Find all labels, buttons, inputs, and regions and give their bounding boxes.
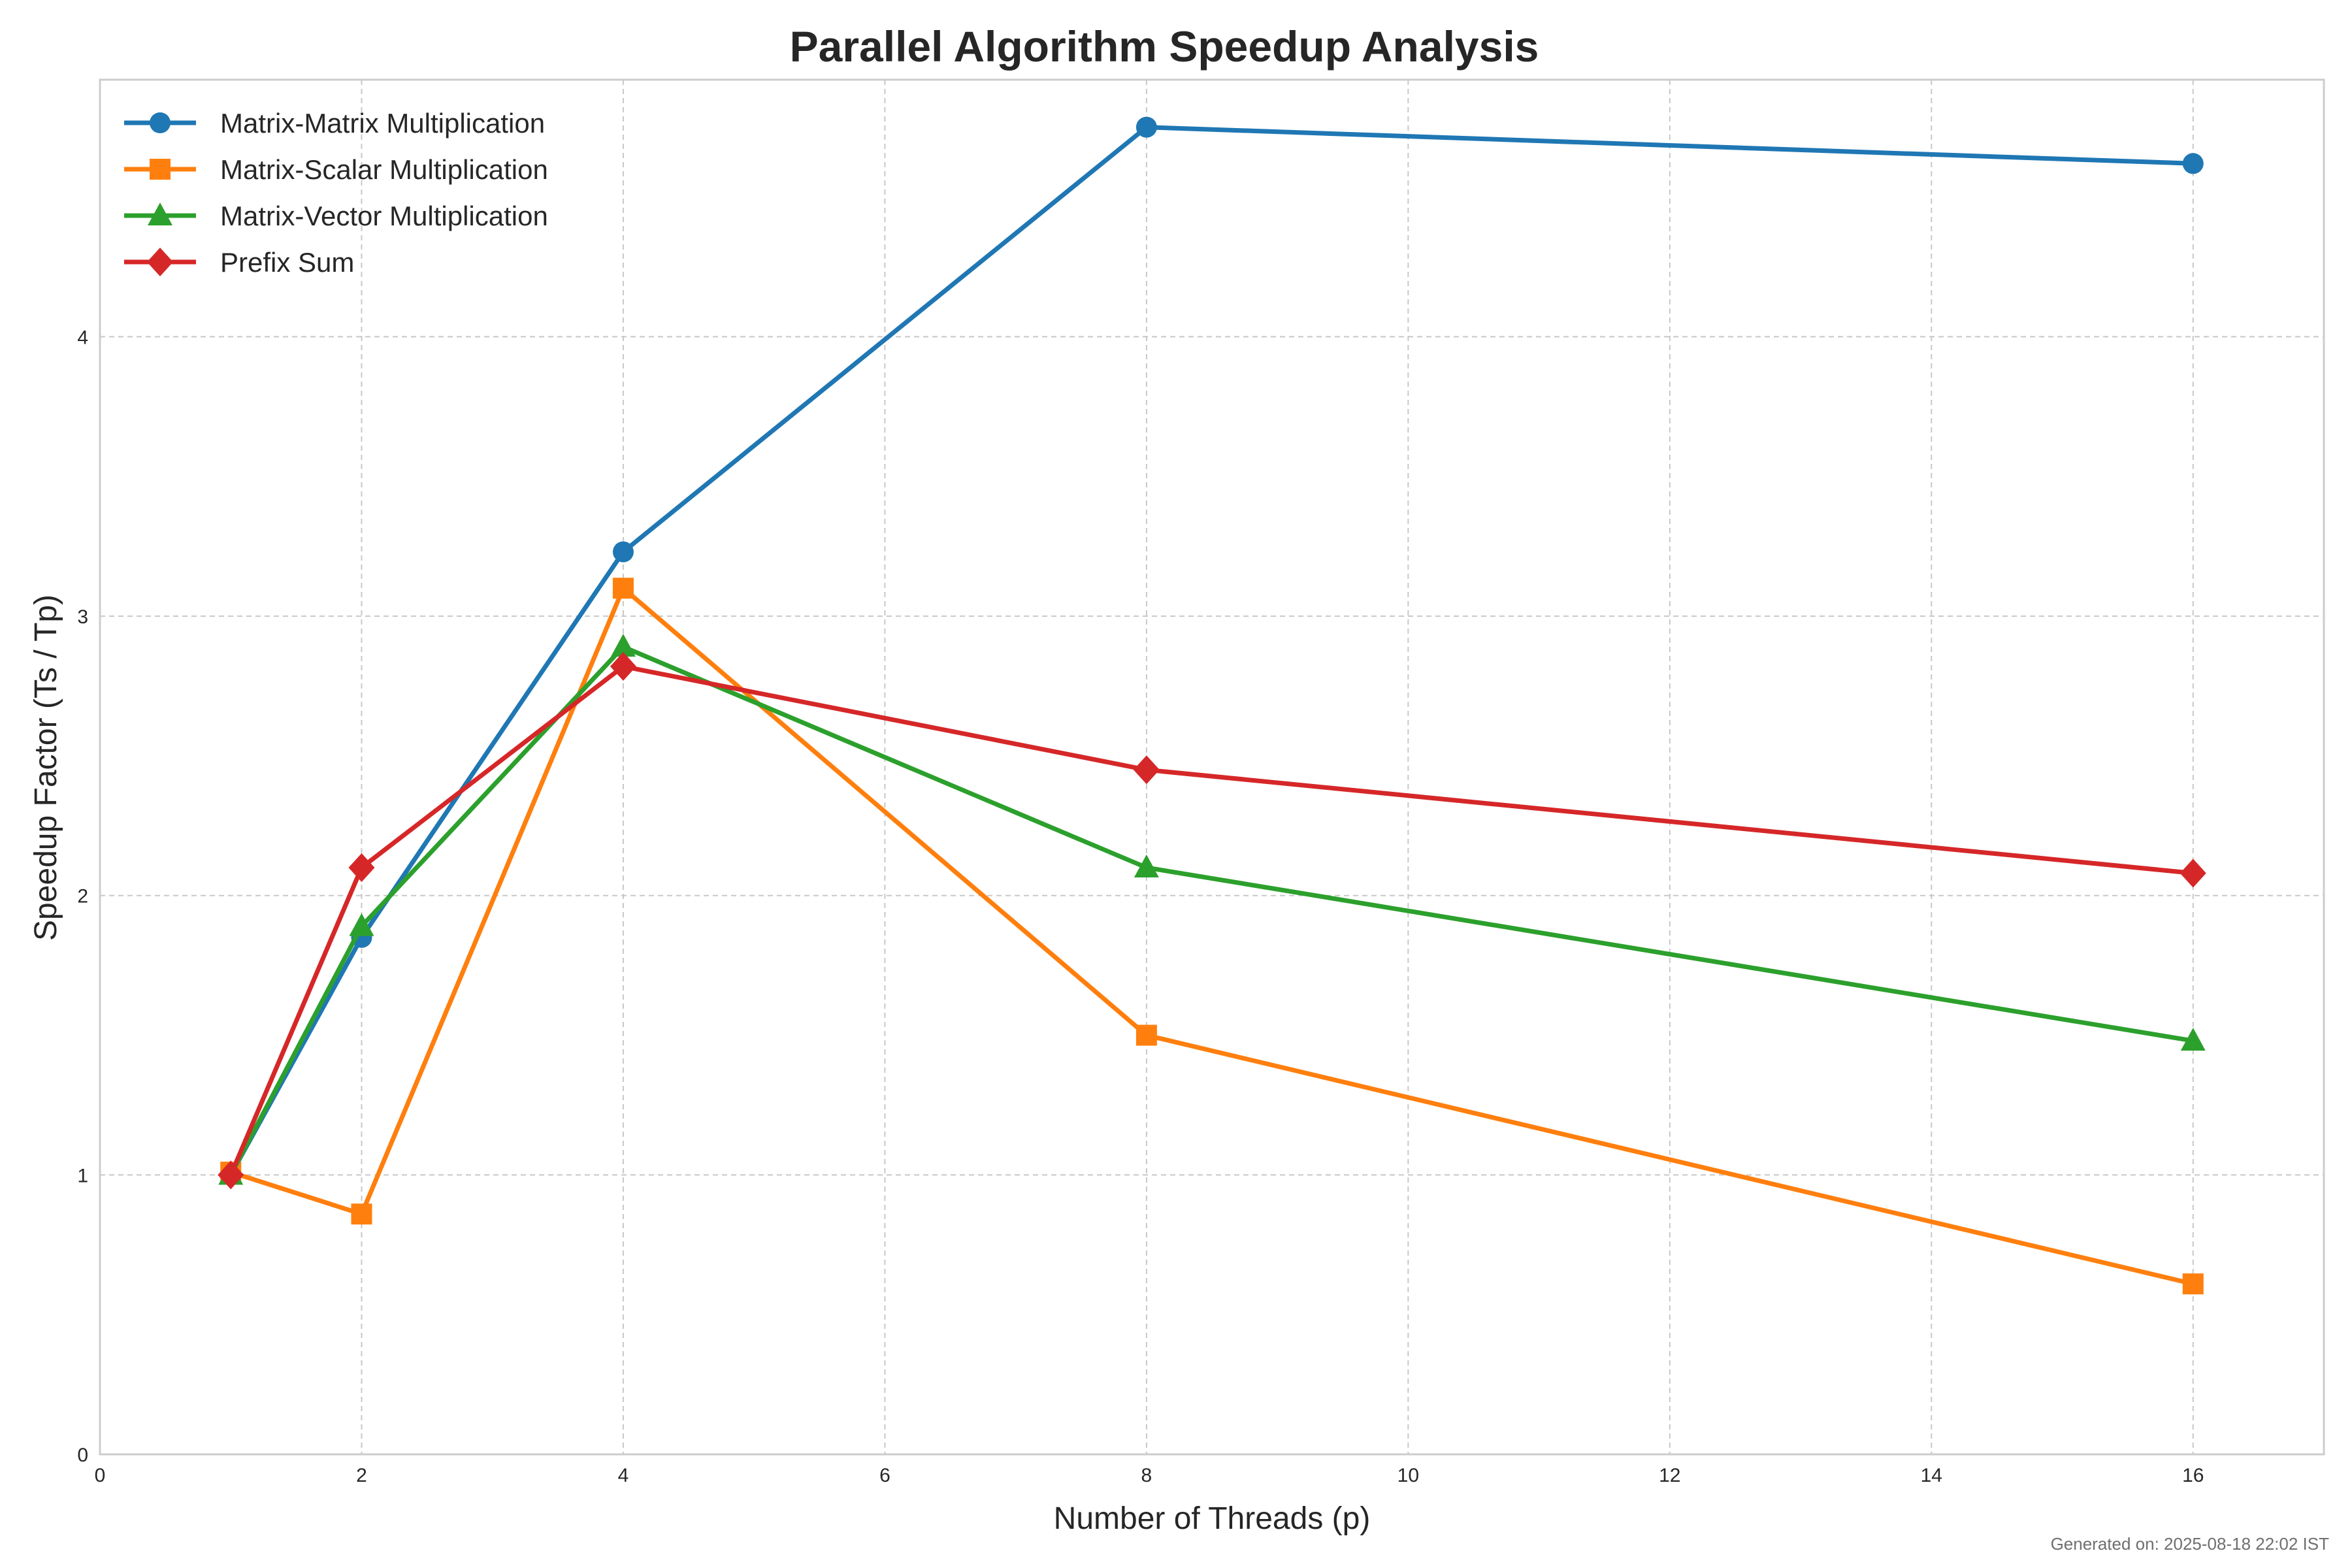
x-tick-label: 10: [1397, 1465, 1419, 1486]
matrix-vector-multiplication-marker: [1134, 854, 1159, 877]
x-tick-label: 6: [879, 1465, 890, 1486]
matrix-matrix-multiplication-marker: [1135, 116, 1157, 138]
matrix-scalar-multiplication-marker: [612, 578, 634, 599]
y-tick-label: 0: [77, 1445, 88, 1466]
y-tick-label: 3: [77, 606, 88, 628]
prefix-sum-marker: [1133, 755, 1160, 785]
matrix-vector-multiplication-marker: [2180, 1028, 2206, 1051]
x-tick-label: 2: [356, 1465, 367, 1486]
x-axis-label: Number of Threads (p): [1054, 1501, 1371, 1536]
legend-item-matrix-matrix-multiplication: Matrix-Matrix Multiplication: [124, 108, 545, 139]
prefix-sum-marker: [348, 853, 375, 882]
y-tick-label: 1: [77, 1165, 88, 1186]
x-tick-label: 14: [1921, 1465, 1942, 1486]
matrix-scalar-multiplication-marker: [351, 1203, 372, 1225]
legend-matrix-vector-multiplication-marker: [148, 203, 172, 225]
matrix-scalar-multiplication-marker: [1135, 1024, 1157, 1046]
legend-item-prefix-sum: Prefix Sum: [124, 247, 354, 278]
legend-matrix-scalar-multiplication-marker: [150, 159, 171, 180]
series-prefix-sum: [218, 652, 2206, 1190]
prefix-sum-marker: [2180, 858, 2206, 888]
matrix-vector-multiplication-marker: [349, 913, 374, 936]
matrix-matrix-multiplication-marker: [2182, 153, 2204, 174]
legend-label: Matrix-Scalar Multiplication: [220, 154, 548, 185]
x-tick-label: 8: [1141, 1465, 1152, 1486]
legend-label: Prefix Sum: [220, 247, 354, 278]
legend: Matrix-Matrix Multiplication Matrix-Scala…: [124, 108, 548, 278]
prefix-sum-marker: [610, 652, 636, 681]
series-matrix-scalar-multiplication: [220, 578, 2204, 1295]
legend-item-matrix-scalar-multiplication: Matrix-Scalar Multiplication: [124, 154, 548, 185]
x-tick-label: 12: [1659, 1465, 1680, 1486]
x-tick-label: 4: [618, 1465, 629, 1486]
prefix-sum-marker: [218, 1160, 244, 1190]
legend-label: Matrix-Vector Multiplication: [220, 201, 548, 231]
y-tick-label: 4: [77, 327, 88, 348]
x-tick-label: 0: [95, 1465, 106, 1486]
plot-frame: [99, 78, 2325, 1456]
legend-label: Matrix-Matrix Multiplication: [220, 108, 545, 139]
generated-footnote: Generated on: 2025-08-18 22:02 IST: [2051, 1534, 2330, 1554]
chart-title: Parallel Algorithm Speedup Analysis: [790, 22, 1539, 71]
legend-matrix-matrix-multiplication-marker: [150, 112, 171, 133]
legend-item-matrix-vector-multiplication: Matrix-Vector Multiplication: [124, 201, 548, 231]
x-tick-label: 16: [2182, 1465, 2204, 1486]
legend-prefix-sum-marker: [147, 248, 173, 276]
matrix-scalar-multiplication-marker: [2182, 1273, 2204, 1295]
series-layer: [218, 116, 2206, 1295]
y-axis-label: Speedup Factor (Ts / Tp): [29, 595, 63, 941]
matrix-matrix-multiplication-marker: [612, 541, 634, 563]
y-tick-label: 2: [77, 886, 88, 907]
matrix-vector-multiplication-marker: [610, 634, 636, 657]
